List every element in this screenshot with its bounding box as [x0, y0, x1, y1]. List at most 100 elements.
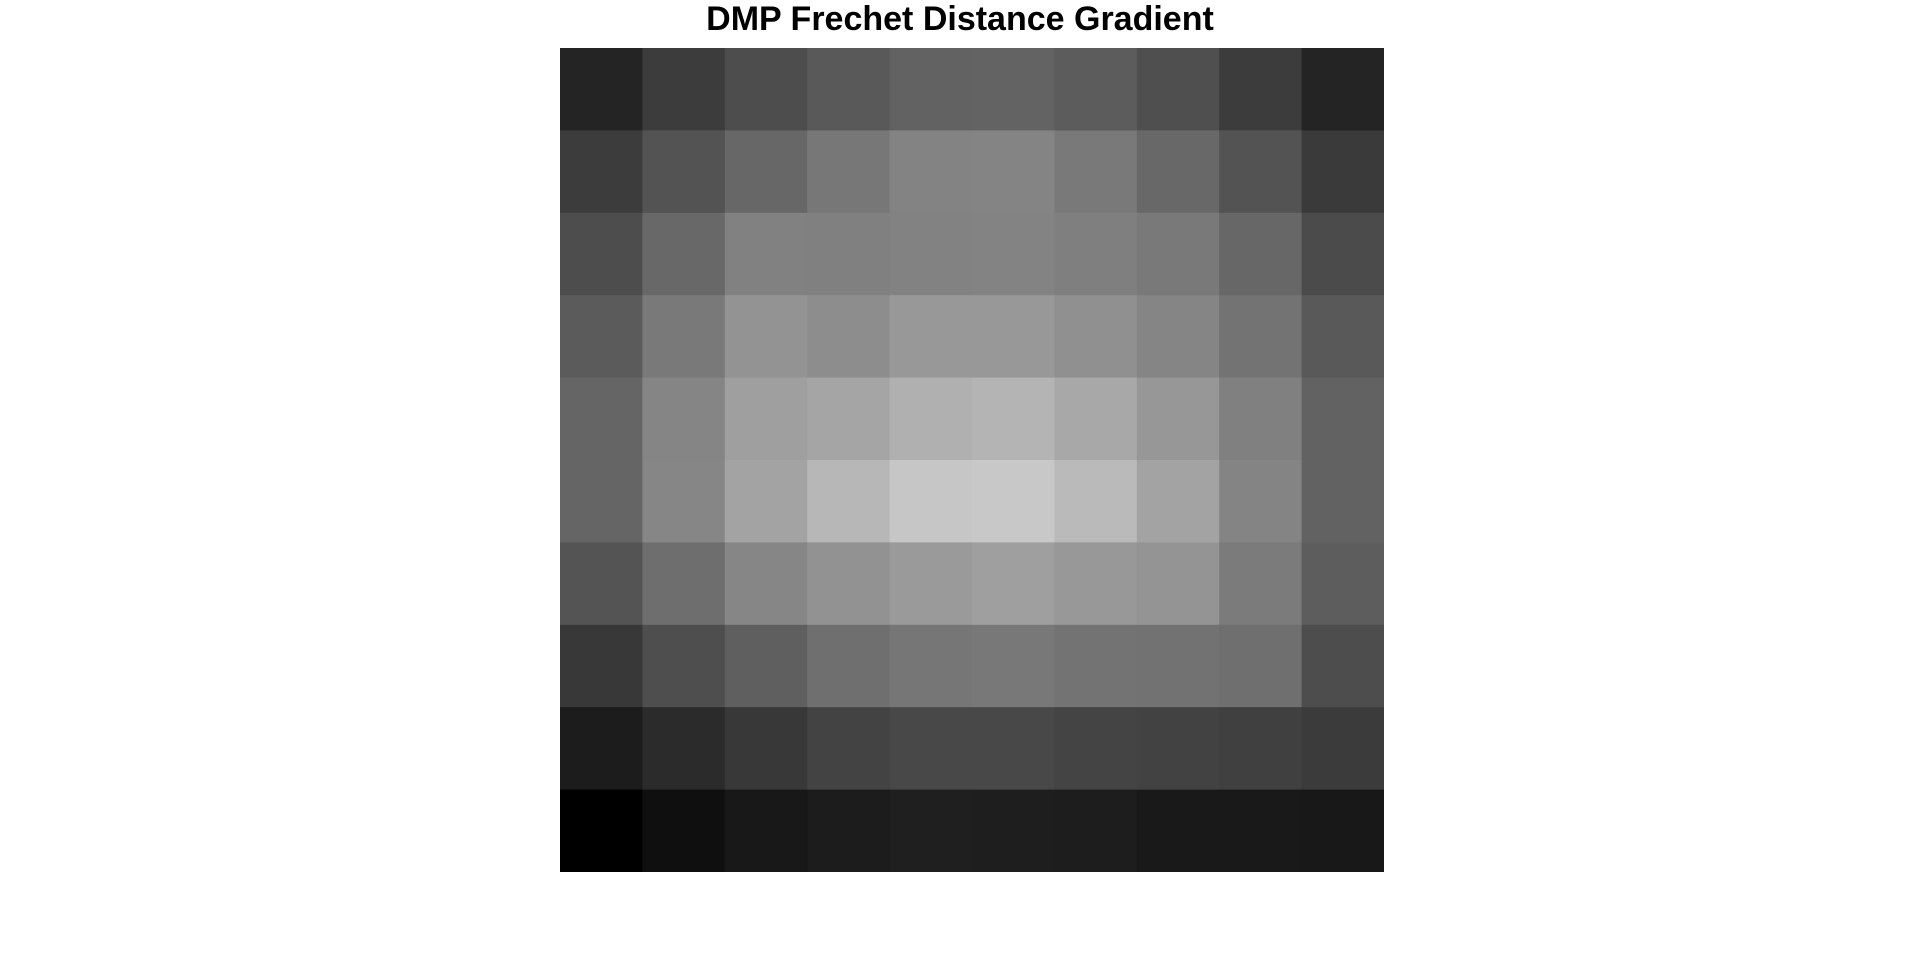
heatmap-cell-r5-c9 — [1301, 460, 1384, 543]
heatmap-cell-r1-c3 — [807, 130, 891, 214]
heatmap-cell-r0-c2 — [724, 48, 808, 131]
heatmap-cell-r2-c9 — [1301, 212, 1384, 296]
heatmap-cell-r8-c9 — [1301, 707, 1384, 791]
heatmap-cell-r8-c1 — [642, 707, 726, 791]
heatmap-cell-r7-c7 — [1136, 624, 1220, 708]
heatmap-cell-r7-c3 — [807, 624, 891, 708]
heatmap-cell-r2-c0 — [560, 212, 643, 296]
heatmap-cell-r0-c3 — [807, 48, 891, 131]
heatmap-cell-r6-c9 — [1301, 542, 1384, 626]
heatmap-cell-r5-c4 — [889, 460, 973, 543]
heatmap-cell-r8-c0 — [560, 707, 643, 791]
heatmap-cell-r5-c8 — [1219, 460, 1303, 543]
heatmap-cell-r3-c7 — [1136, 295, 1220, 379]
heatmap-cell-r5-c5 — [972, 460, 1055, 543]
heatmap-cell-r5-c7 — [1136, 460, 1220, 543]
heatmap-cell-r4-c3 — [807, 377, 891, 461]
heatmap-cell-r0-c9 — [1301, 48, 1384, 131]
heatmap-cell-r8-c2 — [724, 707, 808, 791]
heatmap-cell-r9-c8 — [1219, 789, 1303, 872]
heatmap-cell-r2-c3 — [807, 212, 891, 296]
heatmap-cell-r4-c4 — [889, 377, 973, 461]
heatmap-cell-r9-c6 — [1054, 789, 1138, 872]
heatmap-cell-r1-c1 — [642, 130, 726, 214]
heatmap-cell-r6-c4 — [889, 542, 973, 626]
heatmap-cell-r2-c7 — [1136, 212, 1220, 296]
heatmap-plot — [560, 48, 1384, 872]
heatmap-cell-r0-c6 — [1054, 48, 1138, 131]
heatmap-cell-r1-c2 — [724, 130, 808, 214]
heatmap-cell-r9-c7 — [1136, 789, 1220, 872]
heatmap-cell-r6-c0 — [560, 542, 643, 626]
heatmap-cell-r3-c3 — [807, 295, 891, 379]
heatmap-cell-r1-c7 — [1136, 130, 1220, 214]
heatmap-cell-r9-c4 — [889, 789, 973, 872]
heatmap-cell-r5-c3 — [807, 460, 891, 543]
heatmap-cell-r2-c4 — [889, 212, 973, 296]
heatmap-cell-r2-c8 — [1219, 212, 1303, 296]
heatmap-cell-r0-c5 — [972, 48, 1055, 131]
heatmap-cell-r6-c8 — [1219, 542, 1303, 626]
heatmap-cell-r7-c4 — [889, 624, 973, 708]
heatmap-cell-r5-c2 — [724, 460, 808, 543]
heatmap-cell-r3-c0 — [560, 295, 643, 379]
heatmap-cell-r3-c2 — [724, 295, 808, 379]
heatmap-cell-r2-c6 — [1054, 212, 1138, 296]
heatmap-cell-r3-c1 — [642, 295, 726, 379]
heatmap-cell-r1-c6 — [1054, 130, 1138, 214]
heatmap-cell-r7-c6 — [1054, 624, 1138, 708]
heatmap-cell-r1-c0 — [560, 130, 643, 214]
heatmap-cell-r7-c8 — [1219, 624, 1303, 708]
heatmap-cell-r2-c2 — [724, 212, 808, 296]
heatmap-cell-r9-c2 — [724, 789, 808, 872]
heatmap-cell-r9-c1 — [642, 789, 726, 872]
heatmap-cell-r8-c8 — [1219, 707, 1303, 791]
heatmap-cell-r2-c5 — [972, 212, 1055, 296]
heatmap-cell-r3-c6 — [1054, 295, 1138, 379]
heatmap-cell-r4-c8 — [1219, 377, 1303, 461]
heatmap-cell-r0-c1 — [642, 48, 726, 131]
heatmap-cell-r9-c9 — [1301, 789, 1384, 872]
heatmap-cell-r4-c5 — [972, 377, 1055, 461]
heatmap-cell-r6-c5 — [972, 542, 1055, 626]
heatmap-cell-r8-c4 — [889, 707, 973, 791]
heatmap-cell-r0-c4 — [889, 48, 973, 131]
heatmap-cell-r5-c6 — [1054, 460, 1138, 543]
heatmap-cell-r9-c0 — [560, 789, 643, 872]
heatmap-cell-r7-c2 — [724, 624, 808, 708]
heatmap-cell-r7-c0 — [560, 624, 643, 708]
chart-title: DMP Frechet Distance Gradient — [706, 0, 1214, 38]
heatmap-cell-r0-c0 — [560, 48, 643, 131]
heatmap-cell-r8-c5 — [972, 707, 1055, 791]
heatmap-cell-r4-c1 — [642, 377, 726, 461]
heatmap-cell-r9-c5 — [972, 789, 1055, 872]
heatmap-cell-r3-c4 — [889, 295, 973, 379]
heatmap-cell-r9-c3 — [807, 789, 891, 872]
heatmap-cell-r4-c2 — [724, 377, 808, 461]
heatmap-cell-r6-c2 — [724, 542, 808, 626]
heatmap-cell-r6-c7 — [1136, 542, 1220, 626]
heatmap-cell-r5-c1 — [642, 460, 726, 543]
heatmap-cell-r7-c5 — [972, 624, 1055, 708]
heatmap-cell-r2-c1 — [642, 212, 726, 296]
heatmap-cell-r0-c7 — [1136, 48, 1220, 131]
heatmap-cell-r4-c0 — [560, 377, 643, 461]
heatmap-cell-r6-c6 — [1054, 542, 1138, 626]
heatmap-cell-r8-c6 — [1054, 707, 1138, 791]
heatmap-cell-r8-c7 — [1136, 707, 1220, 791]
heatmap-cell-r4-c6 — [1054, 377, 1138, 461]
heatmap-cell-r8-c3 — [807, 707, 891, 791]
heatmap-cell-r3-c8 — [1219, 295, 1303, 379]
heatmap-cell-r7-c1 — [642, 624, 726, 708]
heatmap-cell-r1-c8 — [1219, 130, 1303, 214]
heatmap-cell-r1-c5 — [972, 130, 1055, 214]
heatmap-cell-r1-c9 — [1301, 130, 1384, 214]
heatmap-cell-r3-c5 — [972, 295, 1055, 379]
heatmap-cell-r7-c9 — [1301, 624, 1384, 708]
heatmap-cell-r4-c9 — [1301, 377, 1384, 461]
heatmap-cell-r0-c8 — [1219, 48, 1303, 131]
heatmap-cell-r3-c9 — [1301, 295, 1384, 379]
heatmap-cell-r4-c7 — [1136, 377, 1220, 461]
heatmap-cell-r1-c4 — [889, 130, 973, 214]
